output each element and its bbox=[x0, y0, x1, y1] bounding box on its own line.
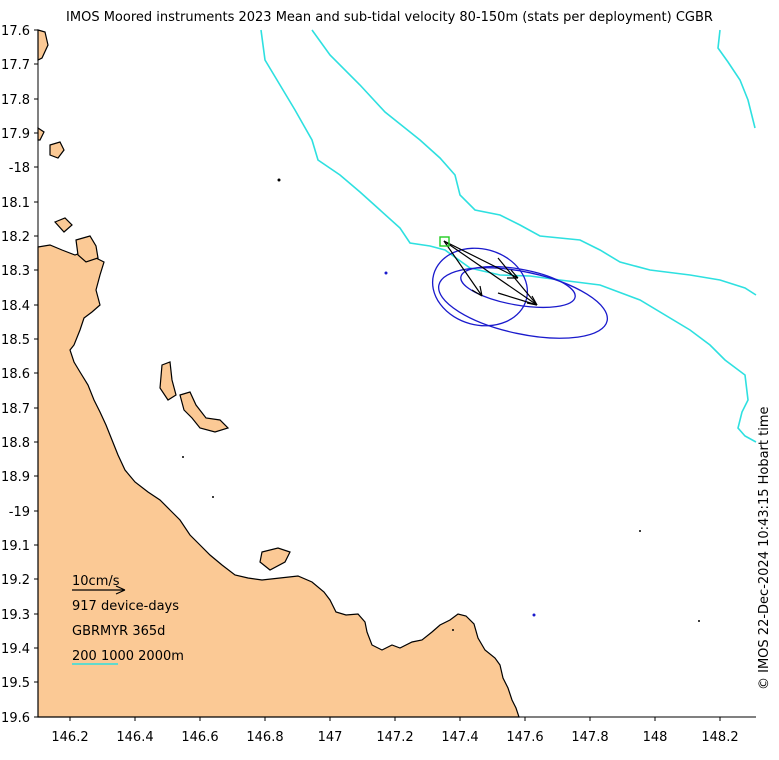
reef-marker bbox=[639, 530, 641, 532]
island-ears bbox=[49, 141, 65, 159]
variance-ellipse bbox=[460, 265, 576, 309]
island-upper-coast bbox=[37, 29, 49, 61]
island-palm-1 bbox=[159, 361, 177, 401]
legend-scale-label: 10cm/s bbox=[72, 574, 120, 589]
island-palm-2 bbox=[179, 391, 230, 433]
credit-text: © IMOS 22-Dec-2024 10:43:15 Hobart time bbox=[757, 406, 772, 690]
y-tick-label: 18.9 bbox=[1, 470, 30, 485]
island-magnetic bbox=[259, 547, 291, 571]
reef-marker-blue bbox=[532, 613, 536, 617]
x-tick-label: 146.4 bbox=[116, 730, 153, 745]
x-tick-label: 147.6 bbox=[506, 730, 543, 745]
reef-marker bbox=[452, 629, 454, 631]
x-tick-label: 147.4 bbox=[441, 730, 478, 745]
isobath-2000m bbox=[717, 29, 756, 129]
x-tick-label: 148 bbox=[643, 730, 668, 745]
y-tick-label: 19.5 bbox=[1, 676, 30, 691]
legend-scale-arrow bbox=[72, 585, 126, 595]
legend-device-days: 917 device-days bbox=[72, 599, 179, 614]
y-tick-label: 17.8 bbox=[1, 93, 30, 108]
velocity-arrow bbox=[497, 257, 538, 306]
variance-ellipse bbox=[431, 247, 529, 327]
y-tick-label: 17.9 bbox=[1, 127, 30, 142]
map-title: IMOS Moored instruments 2023 Mean and su… bbox=[66, 10, 713, 25]
y-tick-label: 18.8 bbox=[1, 436, 30, 451]
legend: 10cm/s 917 device-days GBRMYR 365d 200 1… bbox=[72, 574, 184, 665]
y-tick-label: 19.4 bbox=[1, 642, 30, 657]
reef-marker bbox=[212, 496, 214, 498]
island-mid-west bbox=[37, 126, 45, 141]
reef-marker-blue bbox=[384, 271, 388, 275]
y-tick-label: 18.1 bbox=[1, 196, 30, 211]
y-tick-label: 19.3 bbox=[1, 608, 30, 623]
y-tick-label: 19.6 bbox=[1, 711, 30, 726]
reef-marker bbox=[182, 456, 184, 458]
island-channel bbox=[53, 217, 73, 233]
y-tick-label: 19.2 bbox=[1, 573, 30, 588]
reefs bbox=[182, 178, 700, 631]
velocity-arrow bbox=[497, 292, 538, 306]
variance-ellipse bbox=[437, 267, 609, 339]
legend-isobaths: 200 1000 2000m bbox=[72, 649, 184, 664]
y-tick-label: 17.7 bbox=[1, 58, 30, 73]
x-tick-label: 147.2 bbox=[376, 730, 413, 745]
y-tick-label: 18.2 bbox=[1, 230, 30, 245]
y-tick-label: 18.5 bbox=[1, 333, 30, 348]
x-tick-label: 147 bbox=[318, 730, 343, 745]
y-tick-label: 18.4 bbox=[1, 299, 30, 314]
isobaths bbox=[260, 29, 757, 443]
mainland-coast bbox=[37, 244, 520, 718]
isobath-200m bbox=[260, 29, 757, 443]
reef-marker bbox=[698, 620, 700, 622]
x-tick-label: 147.8 bbox=[571, 730, 608, 745]
y-tick-label: 18.6 bbox=[1, 367, 30, 382]
y-tick-label: -19 bbox=[9, 505, 30, 520]
y-tick-label: 19.1 bbox=[1, 539, 30, 554]
x-axis: 146.2 146.4 146.6 146.8 147 147.2 147.4 … bbox=[51, 717, 739, 745]
velocity-arrow bbox=[443, 240, 483, 297]
velocity-ellipses bbox=[431, 247, 609, 339]
isobath-1000m bbox=[311, 29, 757, 296]
reef-marker bbox=[277, 178, 281, 182]
velocity-arrow bbox=[443, 240, 519, 279]
y-tick-label: -18 bbox=[9, 161, 30, 176]
x-tick-label: 146.8 bbox=[246, 730, 283, 745]
y-tick-label: 18.7 bbox=[1, 402, 30, 417]
y-tick-label: 17.6 bbox=[1, 24, 30, 39]
x-tick-label: 148.2 bbox=[701, 730, 738, 745]
mean-velocity-arrows bbox=[443, 240, 538, 306]
x-tick-label: 146.2 bbox=[51, 730, 88, 745]
mooring-marker[interactable] bbox=[439, 236, 450, 247]
x-tick-label: 146.6 bbox=[181, 730, 218, 745]
island-hinchinbrook bbox=[75, 235, 99, 263]
y-axis: 17.6 17.7 17.8 17.9 -18 18.1 18.2 18.3 1… bbox=[1, 24, 38, 726]
y-tick-label: 18.3 bbox=[1, 264, 30, 279]
legend-station: GBRMYR 365d bbox=[72, 624, 165, 639]
